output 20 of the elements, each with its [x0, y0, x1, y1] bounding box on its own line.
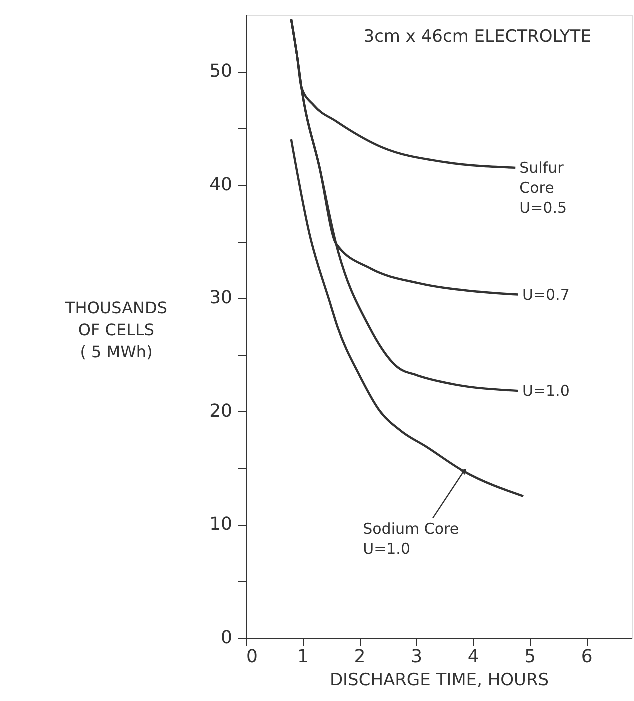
y-tick-label: 40: [210, 174, 232, 196]
x-tick-label: 5: [524, 646, 536, 668]
x-tick-label: 4: [468, 646, 480, 668]
y-tick-label: 0: [221, 628, 232, 648]
annotation: U=0.7: [522, 286, 570, 304]
x-tick-label: 1: [298, 646, 309, 668]
x-tick-label: 0: [246, 646, 258, 668]
y-axis-title: THOUSANDS OF CELLS ( 5 MWh): [64, 298, 168, 362]
x-axis-title: DISCHARGE TIME, HOURS: [330, 670, 550, 690]
x-tick-label: 3: [411, 646, 423, 668]
x-tick-label: 6: [581, 646, 593, 668]
annotation: U=1.0: [522, 382, 570, 400]
text: 3cm x 46cm ELECTROLYTE: [364, 27, 592, 47]
y-tick-label: 30: [210, 288, 232, 309]
x-tick-label: 2: [354, 646, 366, 668]
annotation: Sodium Core U=1.0: [363, 520, 460, 558]
y-tick-label: 50: [210, 61, 232, 82]
y-tick-label: 20: [210, 400, 232, 422]
y-tick-label: 10: [210, 514, 232, 536]
annotation: Sulfur Core U=0.5: [520, 158, 568, 217]
